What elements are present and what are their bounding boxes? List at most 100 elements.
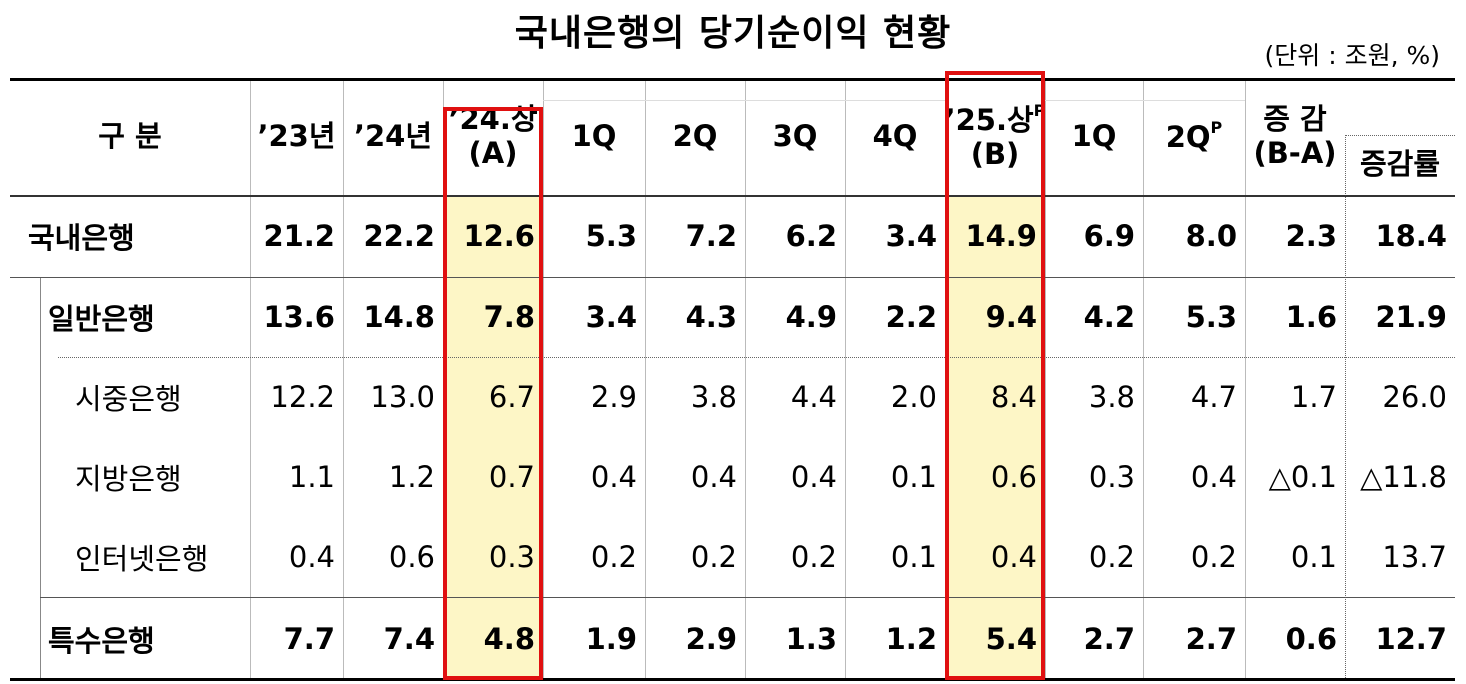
- data-cell: 0.1: [890, 540, 937, 574]
- data-cell: 0.4: [1190, 460, 1237, 494]
- data-cell: 4.9: [785, 300, 837, 334]
- header-superscript: P: [1033, 101, 1046, 121]
- header-sub-label: (B-A): [1253, 135, 1337, 170]
- row-divider: [1345, 135, 1455, 136]
- data-cell: 14.9: [965, 219, 1037, 253]
- data-cell: 4.2: [1083, 300, 1135, 334]
- data-cell: 6.9: [1083, 219, 1135, 253]
- data-cell: 2.7: [1185, 621, 1237, 656]
- header-label: 4Q: [872, 118, 918, 153]
- header-cell: 구 분: [10, 78, 250, 195]
- header-label: ’23년: [257, 118, 336, 153]
- header-line: 1Q: [571, 118, 617, 153]
- data-cell: 12.2: [270, 380, 335, 414]
- data-cell: 2.2: [885, 300, 937, 334]
- data-cell: 0.3: [1088, 460, 1135, 494]
- data-cell: 4.4: [790, 380, 837, 414]
- row-divider: [40, 597, 1455, 598]
- data-cell: 3.4: [885, 219, 937, 253]
- data-cell: 0.4: [990, 540, 1037, 574]
- data-cell: 9.4: [985, 300, 1037, 334]
- data-cell: 0.4: [790, 460, 837, 494]
- data-cell: 1.7: [1290, 380, 1337, 414]
- row-divider: [1045, 100, 1245, 101]
- header-label: 3Q: [772, 118, 818, 153]
- header-line: 1Q: [1072, 119, 1117, 153]
- data-cell: 0.2: [1190, 540, 1237, 574]
- data-cell: 1.1: [288, 460, 335, 494]
- highlight-box: [945, 71, 1045, 680]
- data-cell: 13.0: [370, 380, 435, 414]
- data-cell: 7.4: [383, 621, 435, 656]
- data-cell: 5.3: [1185, 300, 1237, 334]
- data-cell: 0.7: [488, 460, 535, 494]
- header-cell: 3Q: [745, 78, 845, 195]
- row-divider: [10, 678, 1455, 681]
- data-cell: 2.0: [890, 380, 937, 414]
- data-cell: 0.6: [990, 460, 1037, 494]
- header-line: ’25.상P: [945, 101, 1046, 137]
- data-cell: 2.9: [590, 380, 637, 414]
- row-divider: [58, 357, 1455, 358]
- header-label: 2Q: [672, 118, 718, 153]
- header-cell: 1Q: [543, 78, 645, 195]
- header-cell: ’24년: [343, 78, 443, 195]
- row-label: 인터넷은행: [75, 542, 209, 576]
- data-cell: 5.4: [985, 621, 1037, 656]
- header-line: ’23년: [257, 118, 336, 153]
- column-divider: [343, 78, 344, 680]
- data-cell: 0.6: [1285, 621, 1337, 656]
- row-divider: [10, 195, 1455, 197]
- header-line: 구 분: [98, 118, 162, 153]
- data-cell: 1.2: [885, 621, 937, 656]
- header-label: 2Q: [1165, 119, 1211, 154]
- data-cell: 0.2: [690, 540, 737, 574]
- column-divider: [645, 78, 646, 680]
- header-label: 증 감: [1263, 102, 1327, 137]
- data-cell: 0.1: [1290, 540, 1337, 574]
- data-cell: 4.3: [685, 300, 737, 334]
- header-superscript: P: [1210, 117, 1223, 137]
- header-label: 증감률: [1359, 147, 1441, 182]
- table-title: 국내은행의 당기순이익 현황: [514, 13, 952, 54]
- header-sub-label: (B): [970, 136, 1020, 171]
- highlight-column: [945, 195, 1045, 680]
- row-label: 지방은행: [75, 462, 182, 496]
- data-cell: 2.9: [685, 621, 737, 656]
- header-line: 증 감: [1263, 102, 1327, 137]
- data-cell: 1.6: [1285, 300, 1337, 334]
- header-label: 1Q: [571, 118, 617, 153]
- data-cell: 0.4: [690, 460, 737, 494]
- data-cell: 0.2: [590, 540, 637, 574]
- row-label: 일반은행: [48, 302, 155, 336]
- header-cell: 2QP: [1143, 78, 1245, 195]
- header-cell: 증감률: [1345, 135, 1455, 195]
- column-divider: [845, 78, 846, 680]
- header-label: 구 분: [98, 118, 162, 153]
- data-cell: 2.3: [1285, 219, 1337, 253]
- header-cell: ’23년: [250, 78, 343, 195]
- header-cell: 4Q: [845, 78, 945, 195]
- data-cell: 0.4: [590, 460, 637, 494]
- column-divider: [543, 78, 544, 680]
- column-divider: [1143, 78, 1144, 680]
- header-sub-label: (A): [468, 135, 518, 170]
- data-cell: 7.7: [283, 621, 335, 656]
- header-cell: ’25.상P (B): [945, 78, 1046, 195]
- data-cell: 13.7: [1382, 540, 1447, 574]
- row-label: 시중은행: [75, 382, 182, 416]
- data-cell: 0.2: [790, 540, 837, 574]
- data-cell: 12.6: [463, 219, 535, 253]
- data-cell: 12.7: [1375, 621, 1447, 656]
- data-cell: 22.2: [363, 219, 435, 253]
- highlight-box: [443, 107, 543, 680]
- data-cell: 6.7: [488, 380, 535, 414]
- row-label: 국내은행: [28, 221, 135, 255]
- row-divider: [10, 78, 1455, 81]
- data-cell: 13.6: [263, 300, 335, 334]
- highlight-column: [443, 195, 543, 680]
- column-divider: [1045, 78, 1046, 680]
- header-label: ’24년: [353, 118, 433, 153]
- data-cell: 0.1: [890, 460, 937, 494]
- data-cell: 0.4: [288, 540, 335, 574]
